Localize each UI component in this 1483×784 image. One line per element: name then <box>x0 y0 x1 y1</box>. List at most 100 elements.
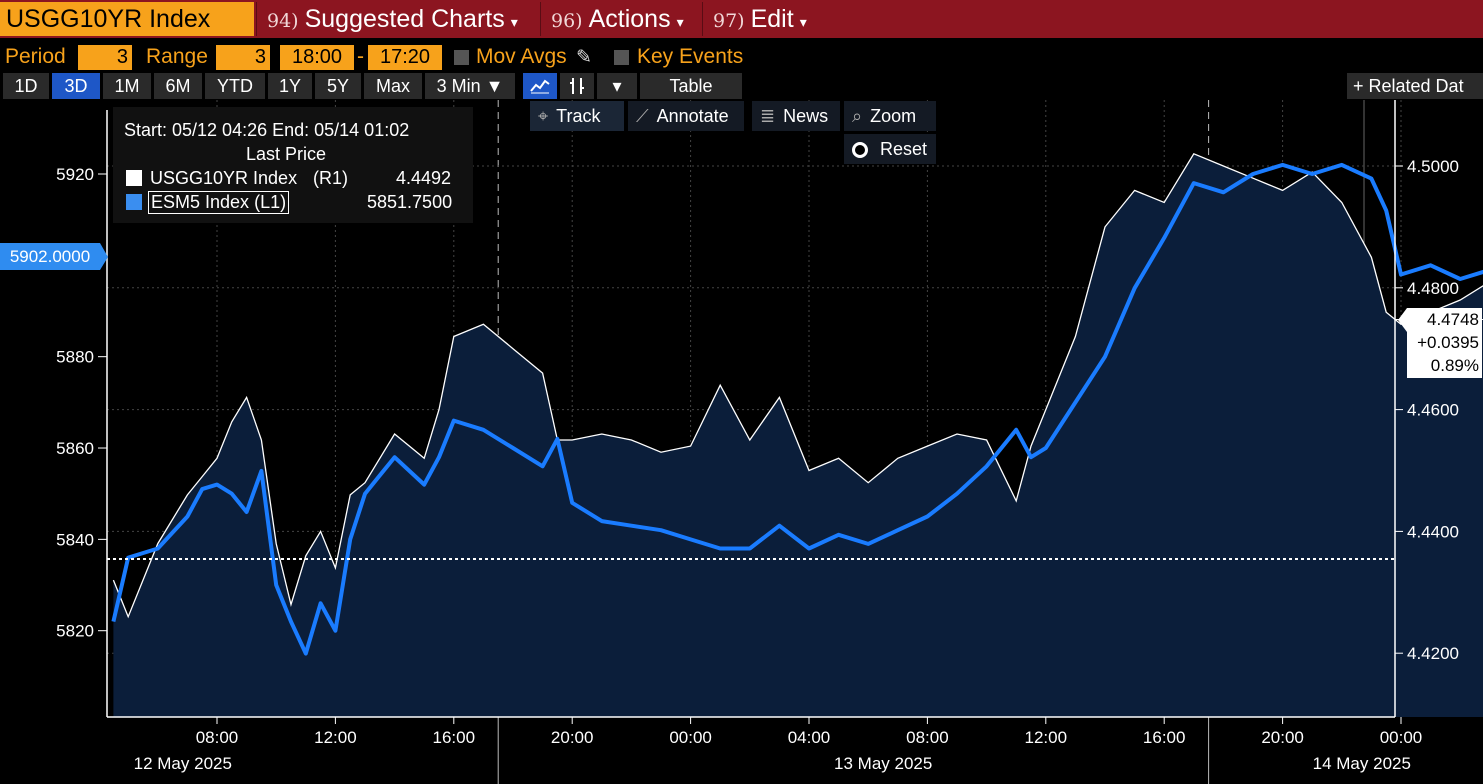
menu-label: Suggested Charts <box>304 5 505 33</box>
timeframe-1d[interactable]: 1D <box>3 73 49 99</box>
timeframe-5y[interactable]: 5Y <box>315 73 361 99</box>
right-tag-percent: 0.89% <box>1430 356 1479 375</box>
key-events-label: Key Events <box>637 45 744 68</box>
end-time-input[interactable]: 17:20 <box>368 45 442 70</box>
mov-avgs-checkbox[interactable] <box>454 50 469 65</box>
legend-field: Last Price <box>246 144 327 164</box>
legend-value-usgg: 4.4492 <box>396 168 452 188</box>
magnifier-icon: ⌕ <box>852 106 863 126</box>
right-axis-tag-pointer <box>1398 308 1407 332</box>
x-tick-label: 08:00 <box>196 728 239 747</box>
legend-date-range: Start: 05/12 04:26 End: 05/14 01:02 <box>124 120 410 140</box>
usgg10yr-area <box>113 153 1483 717</box>
x-tick-label: 20:00 <box>551 728 594 747</box>
left-axis-tag-pointer <box>100 243 108 270</box>
legend-series-usgg: USGG10YR Index <box>150 168 298 188</box>
y-right-tick-label: 4.4400 <box>1407 522 1459 541</box>
period-input[interactable]: 3 <box>78 45 132 70</box>
ticker-field[interactable]: USGG10YR Index <box>0 2 254 36</box>
annotate-icon: ⟋ <box>636 106 649 126</box>
reset-label: Reset <box>880 139 928 159</box>
line-chart-icon[interactable] <box>523 73 557 99</box>
timeframe-max[interactable]: Max <box>364 73 422 99</box>
x-tick-label: 20:00 <box>1261 728 1304 747</box>
axis-ticks: 08:00 12:00 16:00 20:00 00:00 04:00 08:00 12:00… <box>56 157 1459 773</box>
start-time-input[interactable]: 18:00 <box>280 45 354 70</box>
right-axis-value-tag: 4.4748 +0.0395 0.89% <box>1407 308 1482 378</box>
x-tick-label: 08:00 <box>906 728 949 747</box>
chart-axes <box>98 100 1483 784</box>
x-tick-label: 04:00 <box>788 728 831 747</box>
y-left-tick-label: 5820 <box>56 622 94 641</box>
x-tick-label: 12:00 <box>314 728 357 747</box>
pencil-icon[interactable]: ✎ <box>576 47 592 68</box>
time-separator: - <box>357 45 364 68</box>
y-right-tick-label: 4.4600 <box>1407 401 1459 420</box>
range-label: Range <box>146 45 208 68</box>
chart-area[interactable]: 08:00 12:00 16:00 20:00 00:00 04:00 08:00 12:00… <box>0 100 1483 784</box>
legend-value-esm5: 5851.7500 <box>367 192 453 212</box>
radio-icon <box>852 142 868 159</box>
zoom-button[interactable]: ⌕ Zoom <box>844 101 936 131</box>
menu-number: 97) <box>713 10 745 32</box>
news-icon: ≣ <box>760 106 776 126</box>
x-tick-label: 16:00 <box>1143 728 1186 747</box>
x-tick-label: 00:00 <box>1380 728 1423 747</box>
mov-avgs-label: Mov Avgs <box>476 45 567 68</box>
news-label: News <box>783 106 829 126</box>
chevron-down-icon: ▾ <box>799 14 807 30</box>
legend-axis-esm5: (L1) <box>254 192 287 212</box>
x-day-label: 14 May 2025 <box>1313 754 1411 773</box>
annotate-button[interactable]: ⟋ Annotate <box>628 101 744 131</box>
track-button[interactable]: ⌖ Track <box>530 101 624 131</box>
menu-label: Edit <box>750 5 794 33</box>
legend-swatch-usgg <box>126 170 142 186</box>
timeframe-1m[interactable]: 1M <box>103 73 151 99</box>
chevron-down-icon: ▾ <box>676 14 684 30</box>
x-day-label: 13 May 2025 <box>834 754 932 773</box>
actions-menu[interactable]: 96) Actions ▾ <box>540 2 700 36</box>
x-tick-label: 12:00 <box>1025 728 1068 747</box>
y-left-tick-label: 5880 <box>56 348 94 367</box>
news-button[interactable]: ≣ News <box>752 101 840 131</box>
chevron-down-icon: ▾ <box>510 14 518 30</box>
chart-type-dropdown-icon[interactable]: ▾ <box>597 73 637 99</box>
x-tick-label: 16:00 <box>433 728 476 747</box>
timeframe-6m[interactable]: 6M <box>154 73 202 99</box>
legend-swatch-esm5 <box>126 194 142 210</box>
interval-select[interactable]: 3 Min ▼ <box>425 73 515 99</box>
edit-menu[interactable]: 97) Edit ▾ <box>702 2 820 36</box>
menu-number: 94) <box>267 10 299 32</box>
timeframe-ytd[interactable]: YTD <box>205 73 265 99</box>
menu-label: Actions <box>588 5 671 33</box>
right-tag-value: 4.4748 <box>1427 310 1479 329</box>
key-events-checkbox[interactable] <box>614 50 629 65</box>
y-right-tick-label: 4.4800 <box>1407 279 1459 298</box>
range-input[interactable]: 3 <box>216 45 270 70</box>
y-left-tick-label: 5860 <box>56 439 94 458</box>
track-label: Track <box>556 106 601 126</box>
reset-button[interactable]: Reset <box>844 134 936 164</box>
legend-axis-usgg: (R1) <box>313 168 348 188</box>
y-right-tick-label: 4.5000 <box>1407 157 1459 176</box>
menu-number: 96) <box>551 10 583 32</box>
period-label: Period <box>5 45 66 68</box>
related-data-button[interactable]: + Related Dat <box>1347 73 1483 99</box>
annotate-label: Annotate <box>656 106 729 126</box>
chart-legend: Start: 05/12 04:26 End: 05/14 01:02 Last… <box>113 107 473 223</box>
bar-chart-icon[interactable] <box>560 73 594 99</box>
x-tick-label: 00:00 <box>669 728 712 747</box>
suggested-charts-menu[interactable]: 94) Suggested Charts ▾ <box>256 2 538 36</box>
y-left-tick-label: 5840 <box>56 530 94 549</box>
y-right-tick-label: 4.4200 <box>1407 644 1459 663</box>
table-button[interactable]: Table <box>640 73 742 99</box>
right-tag-change: +0.0395 <box>1417 333 1479 352</box>
timeframe-3d[interactable]: 3D <box>52 73 100 99</box>
esm5-line <box>111 162 1483 656</box>
crosshair-icon: ⌖ <box>538 106 549 126</box>
timeframe-1y[interactable]: 1Y <box>268 73 312 99</box>
zoom-label: Zoom <box>870 106 917 126</box>
legend-series-esm5-name: ESM5 Index <box>151 192 250 212</box>
legend-series-esm5: ESM5 Index (L1) <box>148 191 290 214</box>
x-day-label: 12 May 2025 <box>134 754 232 773</box>
